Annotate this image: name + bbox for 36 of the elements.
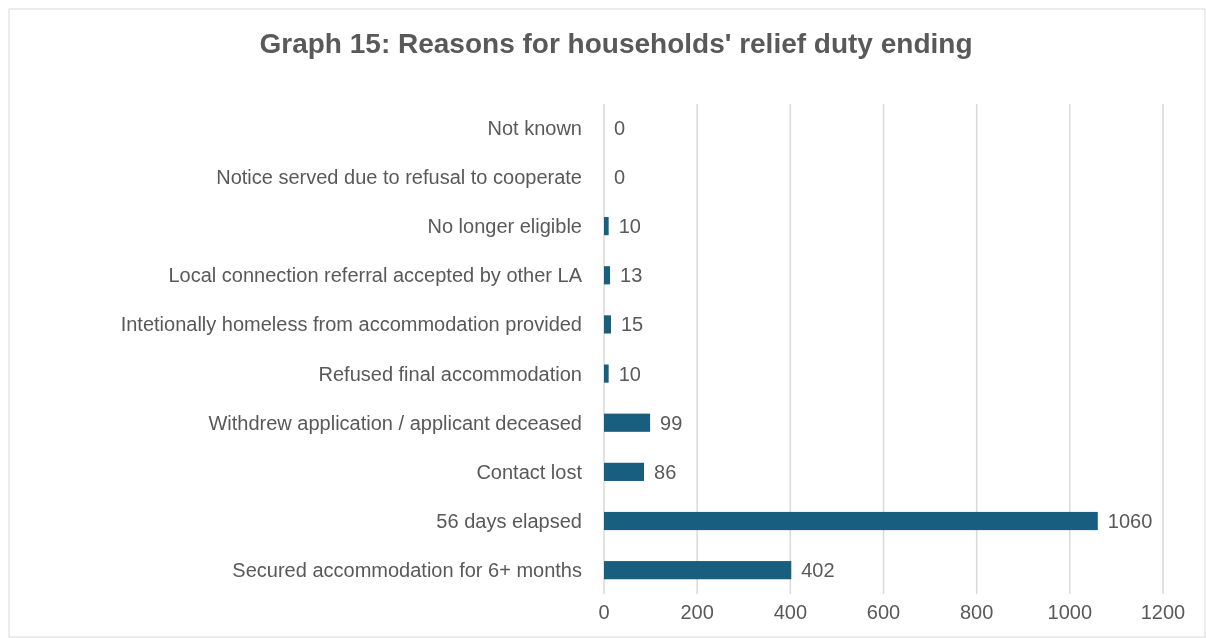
x-tick-label: 1000 xyxy=(1047,601,1093,623)
bar xyxy=(604,462,645,481)
y-tick-label: Local connection referral accepted by other LA xyxy=(168,264,583,287)
y-tick-label: Contact lost xyxy=(476,460,583,483)
data-label: 86 xyxy=(654,460,677,483)
bar xyxy=(604,266,611,285)
bar xyxy=(604,364,609,383)
data-label: 0 xyxy=(614,165,626,188)
data-label: 13 xyxy=(620,264,643,287)
x-tick-label: 0 xyxy=(598,601,610,623)
bar xyxy=(604,217,609,236)
y-tick-label: Secured accommodation for 6+ months xyxy=(232,559,582,582)
y-tick-label: Intetionally homeless from accommodation provided xyxy=(120,313,582,336)
x-tick-label: 800 xyxy=(959,601,994,623)
y-tick-label: 56 days elapsed xyxy=(436,510,582,533)
y-tick-label: Refused final accommodation xyxy=(318,362,582,385)
x-tick-label: 1200 xyxy=(1140,601,1186,623)
chart-title: Graph 15: Reasons for households' relief duty ending xyxy=(259,28,973,59)
x-tick-label: 400 xyxy=(773,601,808,623)
data-label: 15 xyxy=(620,313,644,336)
bar xyxy=(604,561,792,580)
data-label: 1060 xyxy=(1107,510,1153,533)
y-tick-label: Not known xyxy=(487,116,582,139)
data-label: 402 xyxy=(801,559,835,582)
data-label: 10 xyxy=(618,215,641,238)
x-tick-label: 600 xyxy=(866,601,901,623)
bar xyxy=(604,315,611,334)
y-tick-label: Withdrew application / applicant deceased xyxy=(208,411,582,434)
x-tick-label: 200 xyxy=(680,601,714,623)
y-tick-label: Notice served due to refusal to cooperate xyxy=(216,165,582,188)
bar xyxy=(604,511,1098,531)
data-label: 99 xyxy=(660,411,683,434)
data-label: 10 xyxy=(618,362,641,385)
data-label: 0 xyxy=(614,116,626,139)
bar xyxy=(604,413,651,432)
y-tick-label: No longer eligible xyxy=(427,215,582,238)
